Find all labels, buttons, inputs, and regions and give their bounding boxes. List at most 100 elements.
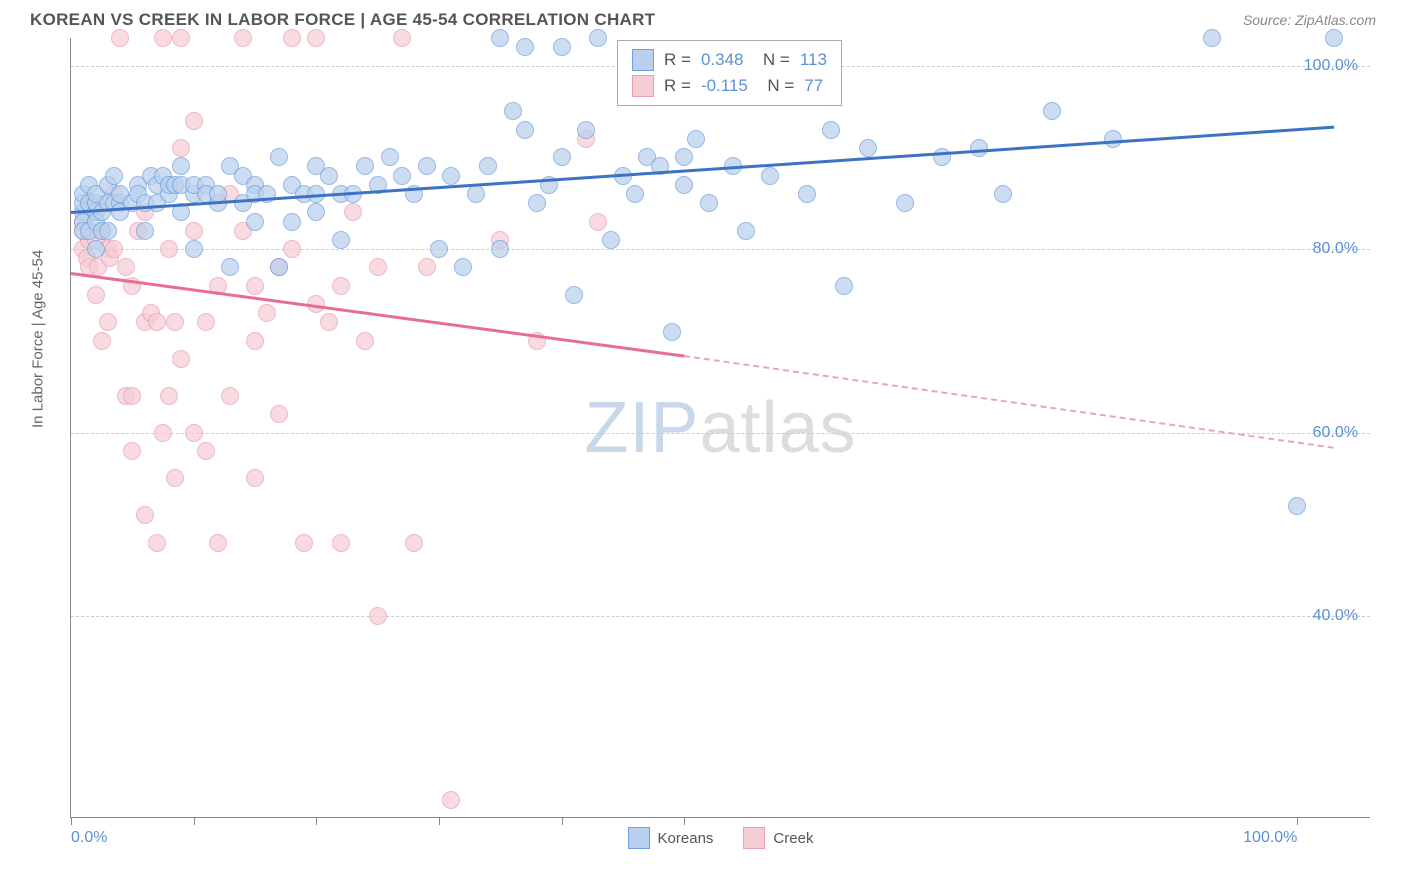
- data-point-koreans: [270, 258, 288, 276]
- data-point-koreans: [185, 240, 203, 258]
- data-point-creek: [369, 607, 387, 625]
- watermark: ZIPatlas: [584, 387, 856, 469]
- data-point-creek: [166, 313, 184, 331]
- data-point-koreans: [136, 222, 154, 240]
- trend-line-creek: [71, 272, 685, 357]
- data-point-creek: [172, 350, 190, 368]
- chart-title: KOREAN VS CREEK IN LABOR FORCE | AGE 45-…: [30, 10, 655, 30]
- data-point-koreans: [516, 121, 534, 139]
- data-point-koreans: [221, 258, 239, 276]
- x-tick: [684, 817, 685, 825]
- x-tick-label: 0.0%: [71, 829, 107, 847]
- data-point-koreans: [835, 277, 853, 295]
- data-point-koreans: [393, 167, 411, 185]
- data-point-creek: [148, 313, 166, 331]
- data-point-koreans: [970, 139, 988, 157]
- data-point-koreans: [307, 203, 325, 221]
- data-point-koreans: [105, 167, 123, 185]
- data-point-creek: [270, 405, 288, 423]
- data-point-creek: [209, 534, 227, 552]
- data-point-creek: [148, 534, 166, 552]
- correlation-n-label: N =: [758, 76, 794, 96]
- data-point-koreans: [516, 38, 534, 56]
- data-point-creek: [160, 240, 178, 258]
- data-point-koreans: [798, 185, 816, 203]
- data-point-creek: [369, 258, 387, 276]
- data-point-koreans: [1043, 102, 1061, 120]
- x-tick: [316, 817, 317, 825]
- data-point-koreans: [528, 194, 546, 212]
- data-point-koreans: [565, 286, 583, 304]
- y-tick-label: 80.0%: [1313, 240, 1358, 258]
- data-point-koreans: [467, 185, 485, 203]
- correlation-r-value: 0.348: [701, 50, 744, 70]
- data-point-creek: [123, 387, 141, 405]
- data-point-koreans: [553, 38, 571, 56]
- legend-swatch-koreans: [628, 827, 650, 849]
- data-point-creek: [117, 258, 135, 276]
- correlation-legend: R = 0.348 N = 113R = -0.115 N = 77: [617, 40, 842, 106]
- x-tick: [194, 817, 195, 825]
- data-point-creek: [344, 203, 362, 221]
- data-point-creek: [87, 286, 105, 304]
- data-point-creek: [154, 424, 172, 442]
- plot-area: ZIPatlas Koreans Creek 40.0%60.0%80.0%10…: [70, 38, 1370, 818]
- data-point-koreans: [246, 213, 264, 231]
- y-tick-label: 100.0%: [1304, 57, 1358, 75]
- correlation-n-label: N =: [753, 50, 789, 70]
- legend-item-koreans: Koreans: [628, 827, 714, 849]
- data-point-creek: [185, 112, 203, 130]
- correlation-r-label: R =: [664, 76, 691, 96]
- data-point-koreans: [896, 194, 914, 212]
- data-point-creek: [332, 277, 350, 295]
- data-point-creek: [105, 240, 123, 258]
- gridline: [71, 433, 1370, 434]
- data-point-creek: [197, 313, 215, 331]
- data-point-koreans: [491, 240, 509, 258]
- data-point-koreans: [675, 148, 693, 166]
- correlation-n-value: 113: [800, 50, 827, 70]
- data-point-creek: [111, 29, 129, 47]
- data-point-koreans: [430, 240, 448, 258]
- data-point-creek: [99, 313, 117, 331]
- data-point-creek: [221, 387, 239, 405]
- chart-container: In Labor Force | Age 45-54 ZIPatlas Kore…: [30, 38, 1376, 818]
- data-point-koreans: [577, 121, 595, 139]
- data-point-koreans: [761, 167, 779, 185]
- data-point-koreans: [99, 222, 117, 240]
- data-point-creek: [332, 534, 350, 552]
- data-point-koreans: [663, 323, 681, 341]
- y-axis-label: In Labor Force | Age 45-54: [30, 250, 47, 428]
- x-tick: [71, 817, 72, 825]
- data-point-koreans: [381, 148, 399, 166]
- data-point-koreans: [172, 157, 190, 175]
- data-point-creek: [185, 424, 203, 442]
- data-point-koreans: [356, 157, 374, 175]
- data-point-koreans: [491, 29, 509, 47]
- data-point-creek: [246, 332, 264, 350]
- legend-swatch: [632, 75, 654, 97]
- correlation-n-value: 77: [804, 76, 823, 96]
- data-point-creek: [154, 29, 172, 47]
- data-point-koreans: [700, 194, 718, 212]
- data-point-creek: [356, 332, 374, 350]
- correlation-r-label: R =: [664, 50, 691, 70]
- data-point-koreans: [442, 167, 460, 185]
- trend-line-creek-extrapolated: [684, 355, 1334, 449]
- data-point-koreans: [504, 102, 522, 120]
- data-point-creek: [320, 313, 338, 331]
- data-point-koreans: [994, 185, 1012, 203]
- legend-item-creek: Creek: [743, 827, 813, 849]
- data-point-koreans: [270, 148, 288, 166]
- data-point-koreans: [332, 231, 350, 249]
- data-point-creek: [307, 29, 325, 47]
- legend-swatch: [632, 49, 654, 71]
- data-point-koreans: [602, 231, 620, 249]
- data-point-koreans: [87, 240, 105, 258]
- data-point-creek: [172, 29, 190, 47]
- data-point-creek: [93, 332, 111, 350]
- legend-bottom: Koreans Creek: [628, 827, 814, 849]
- data-point-koreans: [737, 222, 755, 240]
- gridline: [71, 249, 1370, 250]
- data-point-koreans: [822, 121, 840, 139]
